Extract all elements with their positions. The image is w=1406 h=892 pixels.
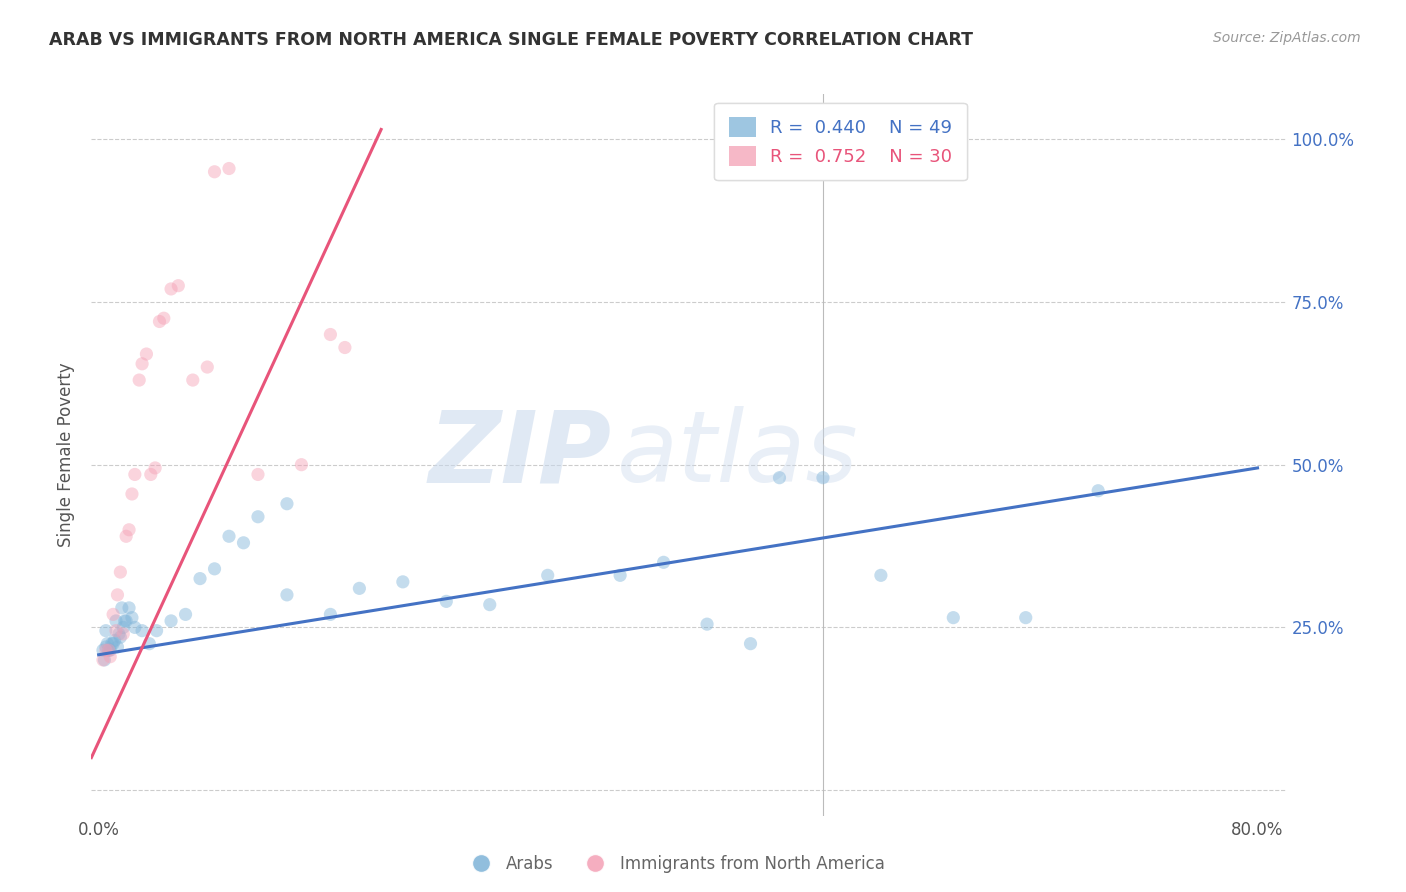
Point bbox=[349, 582, 371, 596]
Legend: Arabs, Immigrants from North America: Arabs, Immigrants from North America bbox=[458, 848, 891, 880]
Point bbox=[114, 614, 136, 628]
Point bbox=[143, 461, 166, 475]
Point bbox=[740, 637, 762, 651]
Point bbox=[811, 471, 834, 485]
Point bbox=[105, 624, 128, 638]
Point bbox=[105, 614, 128, 628]
Point bbox=[333, 341, 356, 355]
Point bbox=[290, 458, 312, 472]
Point bbox=[118, 523, 141, 537]
Point bbox=[246, 467, 269, 482]
Point bbox=[609, 568, 631, 582]
Point bbox=[139, 467, 162, 482]
Point bbox=[101, 607, 124, 622]
Point bbox=[218, 161, 240, 176]
Point bbox=[110, 565, 132, 579]
Point bbox=[121, 610, 143, 624]
Point bbox=[204, 165, 226, 179]
Point bbox=[870, 568, 893, 582]
Point bbox=[145, 624, 167, 638]
Point bbox=[107, 588, 129, 602]
Point bbox=[94, 624, 117, 638]
Point bbox=[93, 653, 115, 667]
Point bbox=[478, 598, 501, 612]
Legend: R =  0.440    N = 49, R =  0.752    N = 30: R = 0.440 N = 49, R = 0.752 N = 30 bbox=[714, 103, 967, 180]
Point bbox=[652, 555, 675, 569]
Point bbox=[696, 617, 718, 632]
Point bbox=[319, 327, 342, 342]
Point bbox=[434, 594, 457, 608]
Point bbox=[1087, 483, 1109, 498]
Point bbox=[232, 536, 254, 550]
Y-axis label: Single Female Poverty: Single Female Poverty bbox=[58, 363, 76, 547]
Point bbox=[96, 637, 118, 651]
Text: ARAB VS IMMIGRANTS FROM NORTH AMERICA SINGLE FEMALE POVERTY CORRELATION CHART: ARAB VS IMMIGRANTS FROM NORTH AMERICA SI… bbox=[49, 31, 973, 49]
Point bbox=[218, 529, 240, 543]
Point bbox=[107, 640, 129, 654]
Point bbox=[148, 314, 170, 328]
Point bbox=[537, 568, 560, 582]
Point bbox=[160, 614, 183, 628]
Text: atlas: atlas bbox=[617, 407, 859, 503]
Point bbox=[121, 487, 143, 501]
Point bbox=[101, 637, 124, 651]
Text: Source: ZipAtlas.com: Source: ZipAtlas.com bbox=[1213, 31, 1361, 45]
Point bbox=[276, 588, 298, 602]
Point bbox=[91, 643, 114, 657]
Point bbox=[112, 620, 135, 634]
Point bbox=[135, 347, 157, 361]
Point bbox=[392, 574, 415, 589]
Point bbox=[942, 610, 965, 624]
Point bbox=[167, 278, 190, 293]
Point bbox=[276, 497, 298, 511]
Point bbox=[195, 359, 218, 374]
Point bbox=[138, 637, 160, 651]
Point bbox=[246, 509, 269, 524]
Point bbox=[188, 572, 211, 586]
Point bbox=[98, 649, 121, 664]
Point bbox=[94, 640, 117, 654]
Point bbox=[97, 643, 120, 657]
Point bbox=[124, 467, 146, 482]
Point bbox=[174, 607, 197, 622]
Point bbox=[112, 627, 135, 641]
Point bbox=[103, 633, 125, 648]
Point bbox=[91, 653, 114, 667]
Text: ZIP: ZIP bbox=[429, 407, 612, 503]
Point bbox=[94, 643, 117, 657]
Point bbox=[181, 373, 204, 387]
Point bbox=[128, 373, 150, 387]
Point bbox=[97, 643, 120, 657]
Point bbox=[115, 529, 138, 543]
Point bbox=[204, 562, 226, 576]
Point bbox=[160, 282, 183, 296]
Point bbox=[768, 471, 790, 485]
Point bbox=[1015, 610, 1038, 624]
Point bbox=[124, 620, 146, 634]
Point bbox=[98, 643, 121, 657]
Point bbox=[319, 607, 342, 622]
Point bbox=[118, 600, 141, 615]
Point bbox=[115, 614, 138, 628]
Point bbox=[110, 630, 132, 644]
Point bbox=[111, 600, 134, 615]
Point bbox=[108, 627, 131, 641]
Point bbox=[100, 637, 122, 651]
Point bbox=[153, 311, 176, 326]
Point bbox=[131, 624, 153, 638]
Point bbox=[131, 357, 153, 371]
